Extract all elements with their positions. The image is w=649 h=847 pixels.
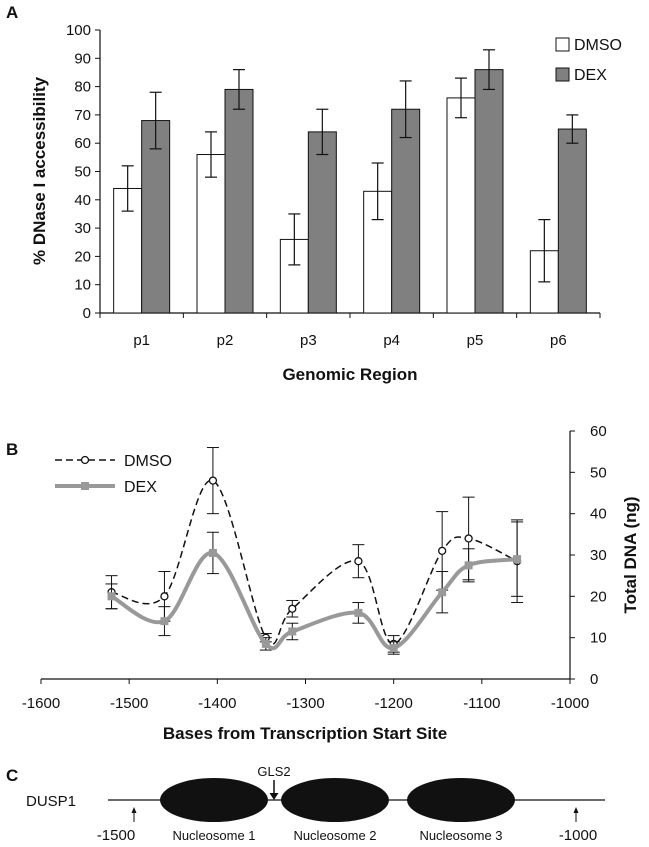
panel-b-line-chart: B -1600 -1500 -1400 -1300 -1200 -1100 -1000 0 1… — [6, 423, 640, 743]
legend-label-dex: DEX — [574, 67, 607, 84]
legend-swatch-dmso — [555, 37, 570, 52]
legend-swatch-dex — [555, 67, 570, 82]
data-point-dex — [107, 592, 116, 601]
data-point-dex — [513, 555, 522, 564]
x-tick-label: -1400 — [198, 695, 236, 712]
y-tick-label: 10 — [590, 630, 607, 647]
legend-marker-dex — [81, 482, 89, 490]
legend-label-b-dmso: DMSO — [124, 453, 172, 470]
y-tick-label: 60 — [590, 423, 607, 440]
marker-1500-arrow-head — [131, 807, 137, 813]
bar-dex — [141, 120, 171, 314]
x-tick-label: -1500 — [110, 695, 148, 712]
y-tick-label: 40 — [590, 506, 607, 523]
data-point-dex — [160, 617, 169, 626]
bar-dmso — [196, 154, 226, 314]
data-point-dex — [389, 644, 398, 652]
nucleosome-2-shape — [281, 778, 389, 822]
bar-dex — [391, 108, 421, 314]
data-point-dmso — [438, 546, 447, 556]
nucleosome-3-shape — [407, 778, 515, 822]
x-tick-label: p3 — [300, 332, 317, 349]
y-tick-label: 80 — [74, 79, 91, 96]
panel-b-y-ticks: 0 10 20 30 40 50 60 — [570, 423, 607, 688]
x-tick-label: -1300 — [286, 695, 324, 712]
panel-c-letter: C — [6, 766, 18, 785]
panel-b-x-axis-title: Bases from Transcription Start Site — [163, 724, 447, 743]
panel-a-y-axis-title: % DNase I accessibility — [30, 76, 49, 265]
panel-b-x-ticks: -1600 -1500 -1400 -1300 -1200 -1100 -1000 — [22, 679, 589, 712]
nucleosome-1-shape — [160, 778, 268, 822]
data-point-dmso — [464, 534, 473, 543]
data-point-dmso — [160, 592, 169, 601]
nucleosome-2-label: Nucleosome 2 — [293, 828, 376, 843]
nucleosome-1-label: Nucleosome 1 — [172, 828, 255, 843]
legend-marker-dmso — [80, 455, 90, 465]
panel-a-legend: DMSO DEX — [555, 37, 622, 84]
x-tick-label: -1200 — [374, 695, 412, 712]
x-tick-label: p1 — [133, 332, 150, 349]
y-tick-label: 70 — [74, 107, 91, 124]
panel-a-bar-chart: A 0 10 20 30 40 50 60 70 80 90 100 p1 p2 p3 p4 p5 p6 Ge… — [6, 3, 622, 384]
y-tick-label: 30 — [590, 547, 607, 564]
y-tick-label: 0 — [590, 671, 598, 688]
x-tick-label: -1600 — [22, 695, 60, 712]
x-tick-label: p6 — [550, 332, 567, 349]
bar-dmso — [446, 97, 476, 314]
x-tick-label: p2 — [217, 332, 234, 349]
y-tick-label: 60 — [74, 135, 91, 152]
data-point-dmso — [288, 604, 297, 613]
data-point-dex — [208, 548, 217, 557]
legend-label-b-dex: DEX — [124, 479, 157, 496]
data-point-dmso — [208, 476, 218, 485]
marker-1000-label: -1000 — [559, 827, 597, 844]
gls2-label: GLS2 — [257, 764, 290, 779]
gene-label: DUSP1 — [26, 793, 76, 810]
y-tick-label: 100 — [66, 22, 91, 39]
nucleosome-3-label: Nucleosome 3 — [419, 828, 502, 843]
marker-1000-arrow-head — [573, 807, 579, 813]
x-tick-label: p5 — [467, 332, 484, 349]
panel-a-x-ticks: p1 p2 p3 p4 p5 p6 — [99, 313, 601, 349]
y-tick-label: 0 — [83, 305, 91, 322]
x-tick-label: -1000 — [551, 695, 589, 712]
panel-a-x-axis-title: Genomic Region — [282, 365, 417, 384]
data-point-dex — [354, 608, 363, 617]
data-point-dmso — [354, 557, 363, 566]
bar-dex — [474, 69, 504, 314]
panel-c-schematic: C DUSP1 Nucleosome 1 Nucleosome 2 Nucleo… — [6, 764, 605, 844]
gls2-arrow-head — [269, 793, 279, 800]
data-point-dex — [288, 627, 297, 636]
marker-1500-label: -1500 — [97, 827, 135, 844]
bar-dex — [557, 128, 587, 314]
data-point-dex — [464, 561, 473, 570]
x-tick-label: -1100 — [463, 695, 500, 712]
y-tick-label: 10 — [74, 277, 91, 294]
y-tick-label: 20 — [74, 248, 91, 265]
data-point-dex — [261, 639, 270, 648]
panel-a-letter: A — [6, 3, 18, 22]
panel-a-bars — [113, 49, 587, 314]
bar-dex — [307, 131, 337, 314]
bar-dex — [224, 88, 254, 314]
x-tick-label: p4 — [383, 332, 400, 349]
legend-label-dmso: DMSO — [574, 37, 622, 54]
panel-b-letter: B — [6, 440, 18, 459]
data-point-dex — [438, 588, 447, 597]
series-line-dex — [110, 550, 518, 651]
series-line-dmso — [111, 479, 518, 645]
panel-a-y-ticks: 0 10 20 30 40 50 60 70 80 90 100 — [66, 22, 100, 322]
y-tick-label: 30 — [74, 220, 91, 237]
y-tick-label: 20 — [590, 588, 607, 605]
y-tick-label: 90 — [74, 50, 91, 67]
panel-b-legend: DMSO DEX — [55, 453, 172, 496]
panel-b-series — [105, 447, 524, 655]
y-tick-label: 40 — [74, 192, 91, 209]
panel-b-y-axis-title: Total DNA (ng) — [621, 496, 640, 613]
y-tick-label: 50 — [74, 164, 91, 181]
y-tick-label: 50 — [590, 464, 607, 481]
